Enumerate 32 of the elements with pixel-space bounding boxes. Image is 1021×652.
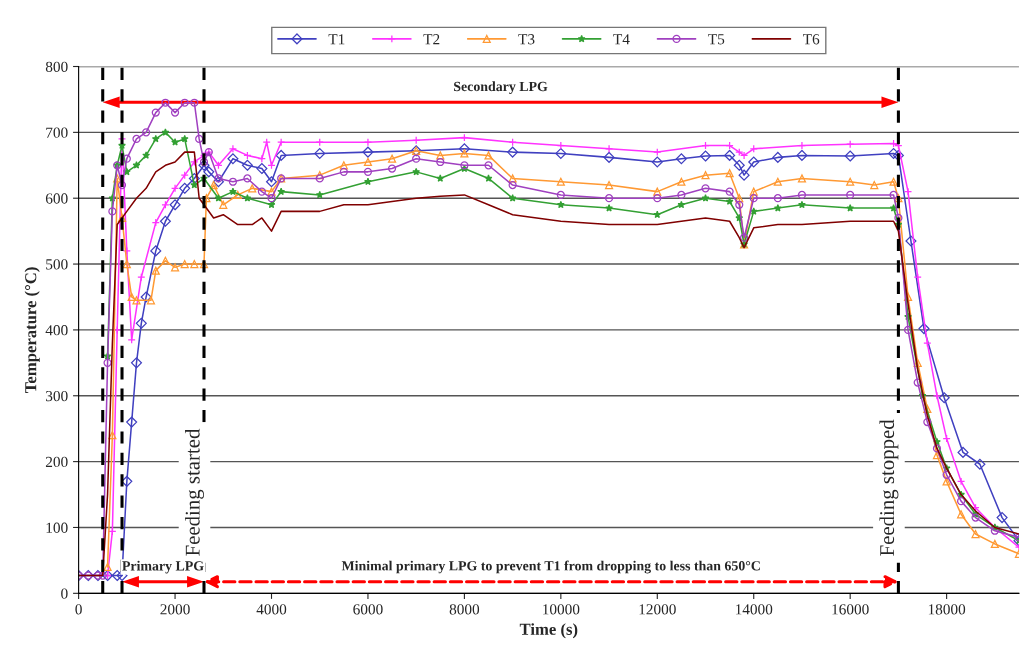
y-tick-label: 100 — [46, 522, 68, 533]
x-axis-title: Time (s) — [519, 623, 578, 639]
legend-label: T2 — [423, 34, 440, 45]
y-tick-label: 500 — [46, 259, 68, 270]
x-tick-label: 10000 — [543, 604, 580, 615]
annotation: Secondary LPG — [454, 81, 548, 94]
y-tick-label: 400 — [45, 325, 68, 336]
x-tick-label: 12000 — [639, 604, 676, 615]
x-tick-label: 2000 — [160, 604, 190, 615]
y-tick-label: 200 — [45, 456, 68, 468]
annotation: Primary LPG — [122, 560, 204, 574]
y-tick-label: 700 — [46, 127, 68, 138]
y-tick-label: 600 — [45, 193, 68, 204]
ref-line-label: Feeding started — [185, 428, 204, 556]
legend-label: T1 — [328, 34, 345, 45]
x-tick-label: 4000 — [256, 604, 287, 615]
legend-label: T3 — [518, 34, 535, 45]
legend-label: T6 — [803, 34, 820, 45]
legend-label: T5 — [708, 34, 725, 45]
x-tick-label: 6000 — [353, 604, 383, 615]
annotation: Minimal primary LPG to prevent T1 from dropping to less than 650°C — [341, 560, 760, 574]
legend-label: T4 — [613, 34, 630, 45]
y-tick-label: 800 — [45, 61, 68, 72]
x-tick-label: 16000 — [832, 604, 869, 615]
x-tick-label: 14000 — [735, 604, 773, 615]
x-tick-label: 8000 — [449, 604, 480, 615]
y-tick-label: 0 — [61, 588, 68, 599]
y-axis-title: Temperature (°C) — [24, 267, 40, 393]
y-tick-label: 300 — [46, 390, 68, 402]
ref-line-label: Feeding stopped — [879, 419, 899, 556]
x-tick-label: 18000 — [928, 604, 966, 615]
x-tick-label: 0 — [75, 604, 82, 615]
